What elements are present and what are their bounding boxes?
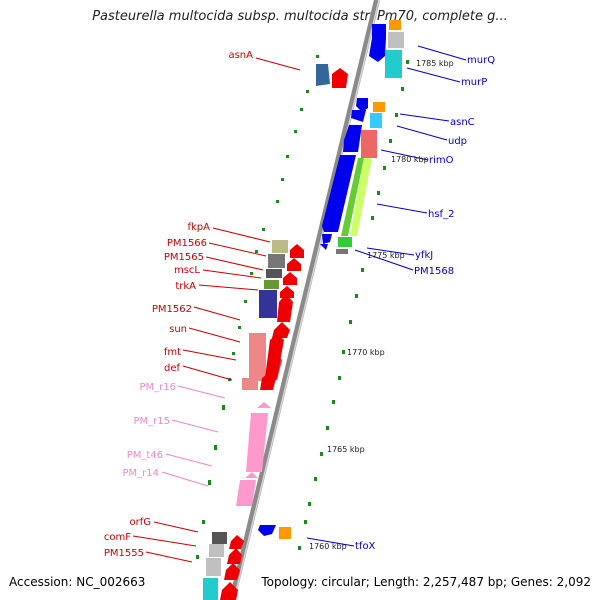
topology-text: Topology: circular; Length: 2,257,487 bp… (261, 575, 591, 589)
kbp-tick: 1765 kbp (327, 445, 365, 454)
gene-orfG-block (212, 532, 227, 544)
rna-label-r14: PM_r14 (123, 468, 160, 479)
gene-PM1566-block (268, 254, 285, 268)
gene-label-PM1565: PM1565 (164, 252, 204, 263)
gene-fmt-block (249, 333, 266, 381)
gene-comF-block (209, 544, 224, 557)
gene-asnA-group (316, 64, 348, 88)
gene-label-PM1566: PM1566 (167, 238, 207, 249)
gene-hsf2-green (350, 158, 372, 236)
gene-tfoX-group (258, 525, 291, 539)
gene-blocks-right (320, 20, 404, 254)
gene-label-rimO: rimO (429, 155, 454, 166)
kbp-tick: 1760 kbp (309, 542, 347, 551)
kbp-tick: 1775 kbp (367, 251, 405, 260)
gene-def-block (242, 378, 258, 390)
kbp-tick: 1780 kbp (391, 155, 429, 164)
pink-leaders (161, 385, 226, 487)
gene-label-sun: sun (169, 324, 187, 335)
kbp-tick: 1785 kbp (416, 59, 454, 68)
rna-label-r16: PM_r16 (140, 382, 177, 393)
gene-label-def: def (164, 363, 181, 374)
gene-murP-block (385, 50, 402, 78)
gene-label-comF: comF (104, 532, 131, 543)
gene-label-murQ: murQ (467, 55, 495, 66)
gene-sun-block (272, 322, 290, 338)
gene-label-yfkJ: yfkJ (415, 250, 433, 261)
gene-udp-block (370, 113, 382, 128)
left-gene-labels: asnA fkpA PM1566 PM1565 mscL trkA PM1562… (104, 50, 253, 559)
gene-murQ-block (372, 24, 386, 38)
gene-PM1555-block (206, 558, 221, 576)
left-leaders (132, 57, 301, 563)
backbone-axis (229, 0, 380, 600)
gene-label-hsf2: hsf_2 (428, 209, 454, 220)
gene-label-murP: murP (461, 77, 487, 88)
accession-text: Accession: NC_002663 (9, 575, 146, 589)
rna-labels: PM_r16 PM_r15 PM_t46 PM_r14 (123, 382, 177, 479)
gene-label-orfG: orfG (130, 517, 152, 528)
gene-trkA-block (264, 280, 279, 289)
right-leaders (306, 45, 467, 547)
map-title: Pasteurella multocida subsp. multocida s… (92, 9, 508, 24)
gene-PM1562-block (259, 290, 277, 318)
rna-label-r15: PM_r15 (134, 416, 171, 427)
rna-label-t46: PM_t46 (127, 450, 163, 461)
kbp-ticks: 1785 kbp 1780 kbp 1775 kbp 1770 kbp 1765… (309, 59, 454, 551)
gene-label-PM1562: PM1562 (152, 304, 192, 315)
rna-PM_r14-block (236, 480, 256, 506)
kbp-tick: 1770 kbp (347, 348, 385, 357)
gene-label-tfoX: tfoX (355, 541, 376, 552)
gc-dots-right (298, 60, 409, 550)
gene-label-asnA: asnA (228, 50, 253, 61)
gene-hsf2-blue (322, 155, 356, 232)
gene-fkpA-block (272, 240, 288, 253)
right-gene-labels: murQ murP asnC udp rimO hsf_2 yfkJ PM156… (355, 55, 495, 552)
gene-rimO-block (361, 130, 377, 158)
gene-yfkJ-block (338, 237, 352, 247)
gene-label-fmt: fmt (164, 347, 181, 358)
gene-mscL-block (266, 269, 282, 278)
gene-blocks-left (203, 240, 304, 600)
rna-PM_r15-block (246, 413, 268, 472)
gene-label-trkA: trkA (175, 281, 196, 292)
gene-label-udp: udp (448, 136, 467, 147)
gene-label-asnC: asnC (450, 117, 475, 128)
gene-label-mscL: mscL (174, 265, 200, 276)
gene-label-fkpA: fkpA (188, 222, 211, 233)
gene-label-PM1555: PM1555 (104, 548, 144, 559)
gene-label-PM1568: PM1568 (414, 266, 454, 277)
